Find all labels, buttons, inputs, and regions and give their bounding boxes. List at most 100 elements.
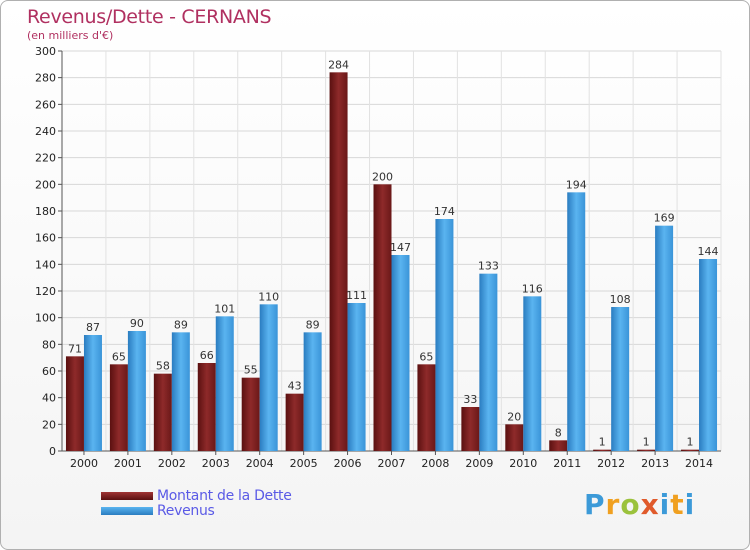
bar-dette-2013: [637, 449, 656, 451]
data-label-dette-2001: 65: [112, 350, 126, 363]
bar-dette-2002: [153, 373, 172, 451]
data-labels: 7187659058896610155110438928411120014765…: [68, 58, 719, 448]
data-label-dette-2002: 58: [156, 360, 170, 373]
bar-revenus-2012: [611, 307, 630, 451]
bar-revenus-2014: [699, 259, 718, 451]
y-tick-label: 220: [35, 152, 56, 165]
data-label-revenus-2001: 90: [130, 317, 144, 330]
bar-revenus-2002: [171, 332, 190, 451]
y-tick-label: 80: [42, 338, 56, 351]
bar-revenus-2005: [303, 332, 322, 451]
bar-revenus-2006: [347, 303, 366, 451]
data-label-dette-2010: 20: [507, 410, 521, 423]
data-label-dette-2009: 33: [463, 393, 477, 406]
bar-dette-2009: [461, 407, 480, 451]
bar-dette-2010: [505, 424, 524, 451]
chart-title: Revenus/Dette - CERNANS: [27, 6, 272, 28]
data-label-dette-2005: 43: [288, 380, 302, 393]
data-label-revenus-2013: 169: [654, 212, 675, 225]
bar-dette-2003: [197, 363, 216, 451]
data-label-dette-2007: 200: [372, 170, 393, 183]
legend-swatch-dette: [101, 491, 153, 500]
data-label-revenus-2014: 144: [698, 245, 719, 258]
bar-revenus-2001: [127, 331, 146, 451]
legend-label-revenus: Revenus: [157, 502, 215, 519]
bar-dette-2011: [549, 440, 568, 451]
data-label-dette-2011: 8: [555, 426, 562, 439]
bar-revenus-2013: [655, 225, 674, 451]
bars: [65, 72, 718, 452]
y-tick-label: 100: [35, 312, 56, 325]
x-tick-label-2003: 2003: [202, 457, 230, 470]
data-label-revenus-2007: 147: [390, 241, 411, 254]
data-label-revenus-2006: 111: [346, 289, 367, 302]
y-tick-label: 140: [35, 258, 56, 271]
data-label-revenus-2011: 194: [566, 178, 587, 191]
data-label-dette-2003: 66: [200, 349, 214, 362]
data-label-dette-2014: 1: [687, 436, 694, 449]
x-tick-label-2012: 2012: [597, 457, 625, 470]
x-tick-label-2009: 2009: [465, 457, 493, 470]
bar-revenus-2011: [567, 192, 586, 452]
bar-revenus-2010: [523, 296, 542, 451]
x-tick-label-2006: 2006: [334, 457, 362, 470]
bar-dette-2014: [681, 449, 700, 451]
x-tick-label-2002: 2002: [158, 457, 186, 470]
bar-revenus-2009: [479, 273, 498, 451]
bar-revenus-2003: [215, 316, 234, 451]
bar-dette-2005: [285, 393, 304, 451]
data-label-revenus-2008: 174: [434, 205, 455, 218]
x-tick-label-2014: 2014: [685, 457, 713, 470]
x-tick-label-2001: 2001: [114, 457, 142, 470]
x-tick-label-2007: 2007: [378, 457, 406, 470]
bar-revenus-2000: [83, 335, 102, 451]
proxiti-logo: Proxiti: [584, 488, 696, 521]
bar-dette-2001: [109, 364, 128, 451]
x-tick-label-2008: 2008: [421, 457, 449, 470]
x-tick-label-2011: 2011: [553, 457, 581, 470]
y-tick-label: 120: [35, 285, 56, 298]
y-tick-label: 300: [35, 45, 56, 58]
bar-dette-2007: [373, 184, 392, 452]
data-label-revenus-2000: 87: [86, 321, 100, 334]
y-tick-label: 20: [42, 418, 56, 431]
data-label-revenus-2004: 110: [258, 290, 279, 303]
data-label-revenus-2003: 101: [214, 302, 235, 315]
data-label-revenus-2010: 116: [522, 282, 543, 295]
x-tick-label-2005: 2005: [290, 457, 318, 470]
y-tick-label: 40: [42, 392, 56, 405]
y-tick-label: 160: [35, 232, 56, 245]
bar-revenus-2004: [259, 304, 278, 451]
x-tick-label-2013: 2013: [641, 457, 669, 470]
x-tick-label-2000: 2000: [70, 457, 98, 470]
data-label-revenus-2012: 108: [610, 293, 631, 306]
data-label-dette-2004: 55: [244, 364, 258, 377]
legend-swatch-revenus: [101, 506, 153, 515]
bar-dette-2004: [241, 377, 260, 451]
bar-revenus-2008: [435, 219, 454, 451]
data-label-dette-2006: 284: [328, 58, 349, 71]
y-tick-label: 0: [49, 445, 56, 458]
data-label-dette-2000: 71: [68, 342, 82, 355]
y-tick-label: 180: [35, 205, 56, 218]
data-label-dette-2012: 1: [599, 436, 606, 449]
data-label-revenus-2002: 89: [174, 318, 188, 331]
bar-dette-2006: [329, 72, 348, 451]
bar-dette-2012: [593, 449, 612, 451]
y-tick-label: 240: [35, 125, 56, 138]
bar-dette-2008: [417, 364, 436, 451]
data-label-dette-2013: 1: [643, 436, 650, 449]
y-tick-label: 280: [35, 72, 56, 85]
y-tick-label: 60: [42, 365, 56, 378]
data-label-dette-2008: 65: [419, 350, 433, 363]
legend: Montant de la Dette Revenus: [101, 487, 292, 519]
bar-revenus-2007: [391, 255, 410, 451]
legend-label-dette: Montant de la Dette: [157, 487, 292, 504]
chart-subtitle: (en milliers d'€): [27, 29, 114, 42]
data-label-revenus-2005: 89: [306, 318, 320, 331]
data-label-revenus-2009: 133: [478, 260, 499, 273]
legend-item-dette: Montant de la Dette: [101, 487, 292, 504]
y-tick-label: 260: [35, 98, 56, 111]
